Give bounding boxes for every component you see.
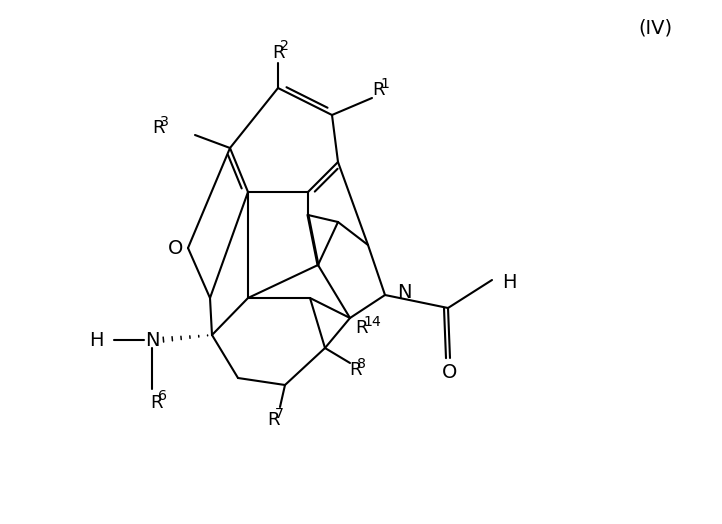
Text: N: N	[144, 331, 160, 350]
Text: (IV): (IV)	[638, 18, 672, 38]
Text: 8: 8	[357, 356, 366, 370]
Text: R: R	[372, 81, 385, 99]
Text: O: O	[168, 238, 183, 257]
Text: H: H	[502, 272, 516, 291]
Text: 2: 2	[280, 39, 289, 53]
Text: O: O	[443, 363, 458, 381]
Text: 14: 14	[363, 314, 381, 329]
Text: 1: 1	[380, 77, 389, 91]
Text: 6: 6	[158, 389, 167, 403]
Text: 7: 7	[275, 407, 284, 420]
Text: H: H	[89, 331, 103, 350]
Text: R: R	[355, 319, 367, 337]
Text: R: R	[349, 361, 362, 379]
Text: R: R	[267, 411, 279, 429]
Text: R: R	[272, 44, 284, 62]
Text: R: R	[150, 394, 162, 412]
Text: 3: 3	[160, 115, 169, 128]
Text: N: N	[397, 283, 412, 302]
Text: R: R	[152, 119, 165, 137]
